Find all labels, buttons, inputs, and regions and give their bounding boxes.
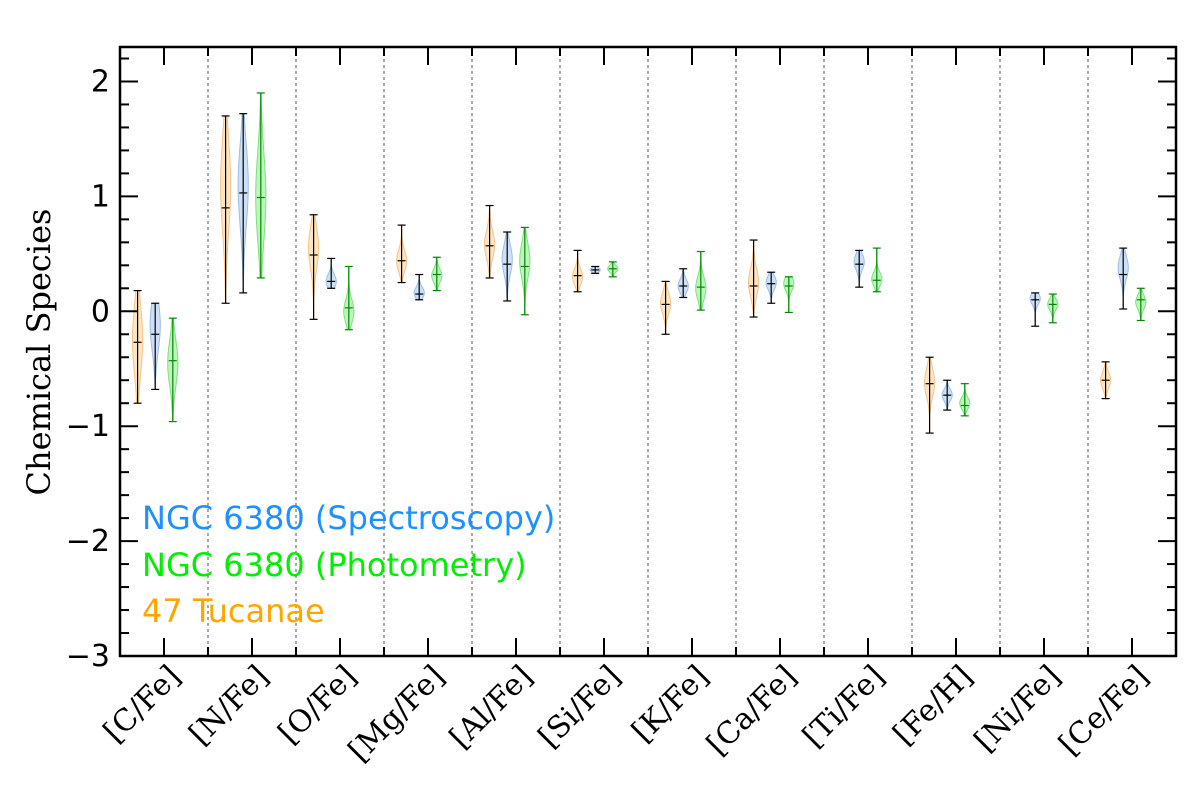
x-category-label: [Ni/Fe] <box>968 659 1068 759</box>
y-tick-label: 0 <box>91 294 110 329</box>
y-tick-labels: −3 −2 −1 0 1 2 <box>66 64 110 674</box>
legend-entry-spectroscopy: NGC 6380 (Spectroscopy) <box>142 499 555 537</box>
x-category-label: [Ce/Fe] <box>1052 659 1155 762</box>
y-tick-label: −2 <box>66 524 110 559</box>
y-tick-label: −3 <box>66 639 110 674</box>
violin-layer <box>132 92 1147 434</box>
x-category-label: [C/Fe] <box>97 659 188 750</box>
axis-ticks <box>119 47 1177 657</box>
y-tick-label: 2 <box>91 64 110 99</box>
y-tick-label: −1 <box>66 409 110 444</box>
x-category-label: [Ti/Fe] <box>796 659 892 755</box>
x-category-label: [Al/Fe] <box>443 659 540 756</box>
x-category-label: [Ca/Fe] <box>700 659 803 762</box>
legend-entry-47-tucanae: 47 Tucanae <box>142 592 325 630</box>
x-category-label: [N/Fe] <box>183 659 276 752</box>
legend-entry-photometry: NGC 6380 (Photometry) <box>142 546 527 584</box>
y-axis-title: Chemical Species <box>20 209 58 496</box>
legend: NGC 6380 (Spectroscopy) NGC 6380 (Photom… <box>142 499 555 630</box>
x-category-label: [Fe/H] <box>887 659 980 752</box>
x-tick-labels: [C/Fe][N/Fe][O/Fe][Mg/Fe][Al/Fe][Si/Fe][… <box>97 659 1156 769</box>
y-tick-label: 1 <box>91 179 110 214</box>
x-category-label: [Si/Fe] <box>532 659 628 755</box>
x-category-label: [Mg/Fe] <box>342 659 452 769</box>
